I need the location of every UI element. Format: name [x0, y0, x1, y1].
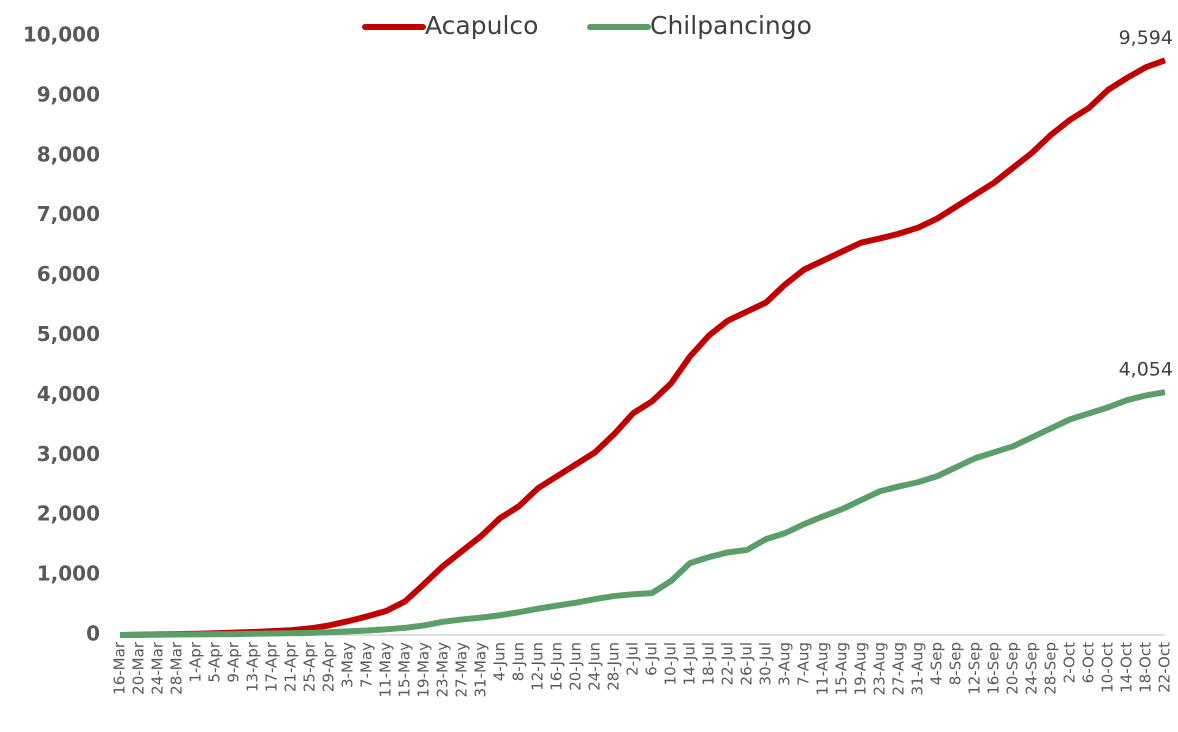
x-tick-label: 2-Jul — [624, 642, 642, 676]
x-tick-label: 16-Sep — [985, 642, 1003, 695]
x-tick-label: 8-Sep — [947, 642, 965, 685]
x-tick-label: 26-Jul — [738, 642, 756, 685]
y-tick-label: 1,000 — [37, 562, 100, 586]
x-tick-label: 24-Jun — [586, 642, 604, 691]
x-tick-label: 11-May — [377, 642, 395, 698]
x-tick-label: 24-Mar — [149, 641, 167, 695]
y-tick-label: 2,000 — [37, 502, 100, 526]
x-tick-label: 27-Aug — [890, 642, 908, 695]
x-tick-label: 31-May — [472, 642, 490, 698]
x-tick-label: 9-Apr — [225, 641, 243, 682]
x-tick-label: 14-Oct — [1118, 642, 1136, 693]
x-tick-label: 30-Jul — [757, 642, 775, 685]
x-tick-label: 3-May — [339, 642, 357, 688]
x-tick-label: 18-Oct — [1137, 642, 1155, 693]
x-tick-label: 16-Mar — [111, 641, 129, 695]
x-tick-label: 18-Jul — [700, 642, 718, 685]
series-line — [119, 389, 1166, 638]
x-tick-label: 3-Aug — [776, 642, 794, 686]
y-tick-label: 5,000 — [37, 322, 100, 346]
y-tick-label: 0 — [86, 622, 100, 646]
y-tick-label: 6,000 — [37, 262, 100, 286]
x-tick-label: 29-Apr — [320, 641, 338, 692]
x-tick-label: 14-Jul — [681, 642, 699, 685]
x-tick-label: 28-Jun — [605, 642, 623, 691]
x-tick-label: 6-Oct — [1080, 642, 1098, 683]
x-tick-label: 24-Sep — [1023, 642, 1041, 695]
x-tick-label: 20-Mar — [130, 641, 148, 695]
x-tick-label: 10-Jul — [662, 642, 680, 685]
x-tick-label: 25-Apr — [301, 641, 319, 692]
x-tick-label: 10-Oct — [1099, 642, 1117, 693]
x-tick-label: 28-Mar — [168, 641, 186, 695]
x-tick-label: 7-May — [358, 642, 376, 688]
legend-label: Acapulco — [425, 11, 538, 40]
x-tick-label: 28-Sep — [1042, 642, 1060, 695]
x-tick-label: 6-Jul — [643, 642, 661, 676]
x-tick-label: 19-May — [415, 642, 433, 698]
data-label: 9,594 — [1119, 27, 1173, 49]
y-tick-label: 4,000 — [37, 382, 100, 406]
x-tick-label: 22-Jul — [719, 642, 737, 685]
x-tick-label: 22-Oct — [1156, 642, 1174, 693]
x-tick-label: 12-Jun — [529, 642, 547, 691]
y-tick-label: 7,000 — [37, 202, 100, 226]
data-label: 4,054 — [1119, 359, 1173, 381]
x-tick-label: 12-Sep — [966, 642, 984, 695]
x-tick-label: 15-Aug — [833, 642, 851, 695]
x-tick-label: 17-Apr — [263, 641, 281, 692]
x-tick-label: 20-Jun — [567, 642, 585, 691]
y-tick-label: 10,000 — [23, 23, 100, 47]
legend-label: Chilpancingo — [650, 11, 812, 40]
y-tick-label: 8,000 — [37, 142, 100, 166]
x-tick-label: 20-Sep — [1004, 642, 1022, 695]
x-tick-label: 13-Apr — [244, 641, 262, 692]
x-tick-label: 7-Aug — [795, 642, 813, 686]
x-tick-label: 4-Jun — [491, 642, 509, 681]
x-tick-label: 11-Aug — [814, 642, 832, 695]
y-tick-label: 9,000 — [37, 82, 100, 106]
x-tick-label: 8-Jun — [510, 642, 528, 681]
x-tick-label: 1-Apr — [187, 641, 205, 682]
x-tick-label: 4-Sep — [928, 642, 946, 685]
x-tick-label: 2-Oct — [1061, 642, 1079, 683]
x-tick-label: 19-Aug — [852, 642, 870, 695]
x-tick-label: 15-May — [396, 642, 414, 698]
series-line — [119, 57, 1167, 638]
y-tick-label: 3,000 — [37, 442, 100, 466]
x-tick-label: 16-Jun — [548, 642, 566, 691]
x-tick-label: 23-Aug — [871, 642, 889, 695]
x-tick-label: 5-Apr — [206, 641, 224, 682]
x-tick-label: 21-Apr — [282, 641, 300, 692]
x-tick-label: 31-Aug — [909, 642, 927, 695]
x-tick-label: 23-May — [434, 642, 452, 698]
x-tick-label: 27-May — [453, 642, 471, 698]
